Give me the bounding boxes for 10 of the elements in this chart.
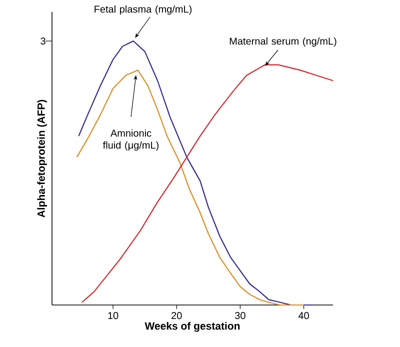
text: Maternal serum (ng/mL) [230, 37, 336, 47]
y-axis-title: Alpha-fetoprotein (AFP) [37, 100, 47, 218]
x-axis-title: Weeks of gestation [144, 322, 240, 332]
text: 3 [40, 37, 46, 45]
x-tick-label: 20 [172, 312, 182, 320]
series-label: Amnionic fluid (μg/mL) [102, 129, 159, 151]
x-tick-label: 40 [298, 312, 309, 320]
text: Fetal plasma (mg/mL) [94, 5, 192, 15]
x-tick-label: 10 [108, 312, 118, 320]
x-tick-label: 30 [234, 312, 246, 320]
